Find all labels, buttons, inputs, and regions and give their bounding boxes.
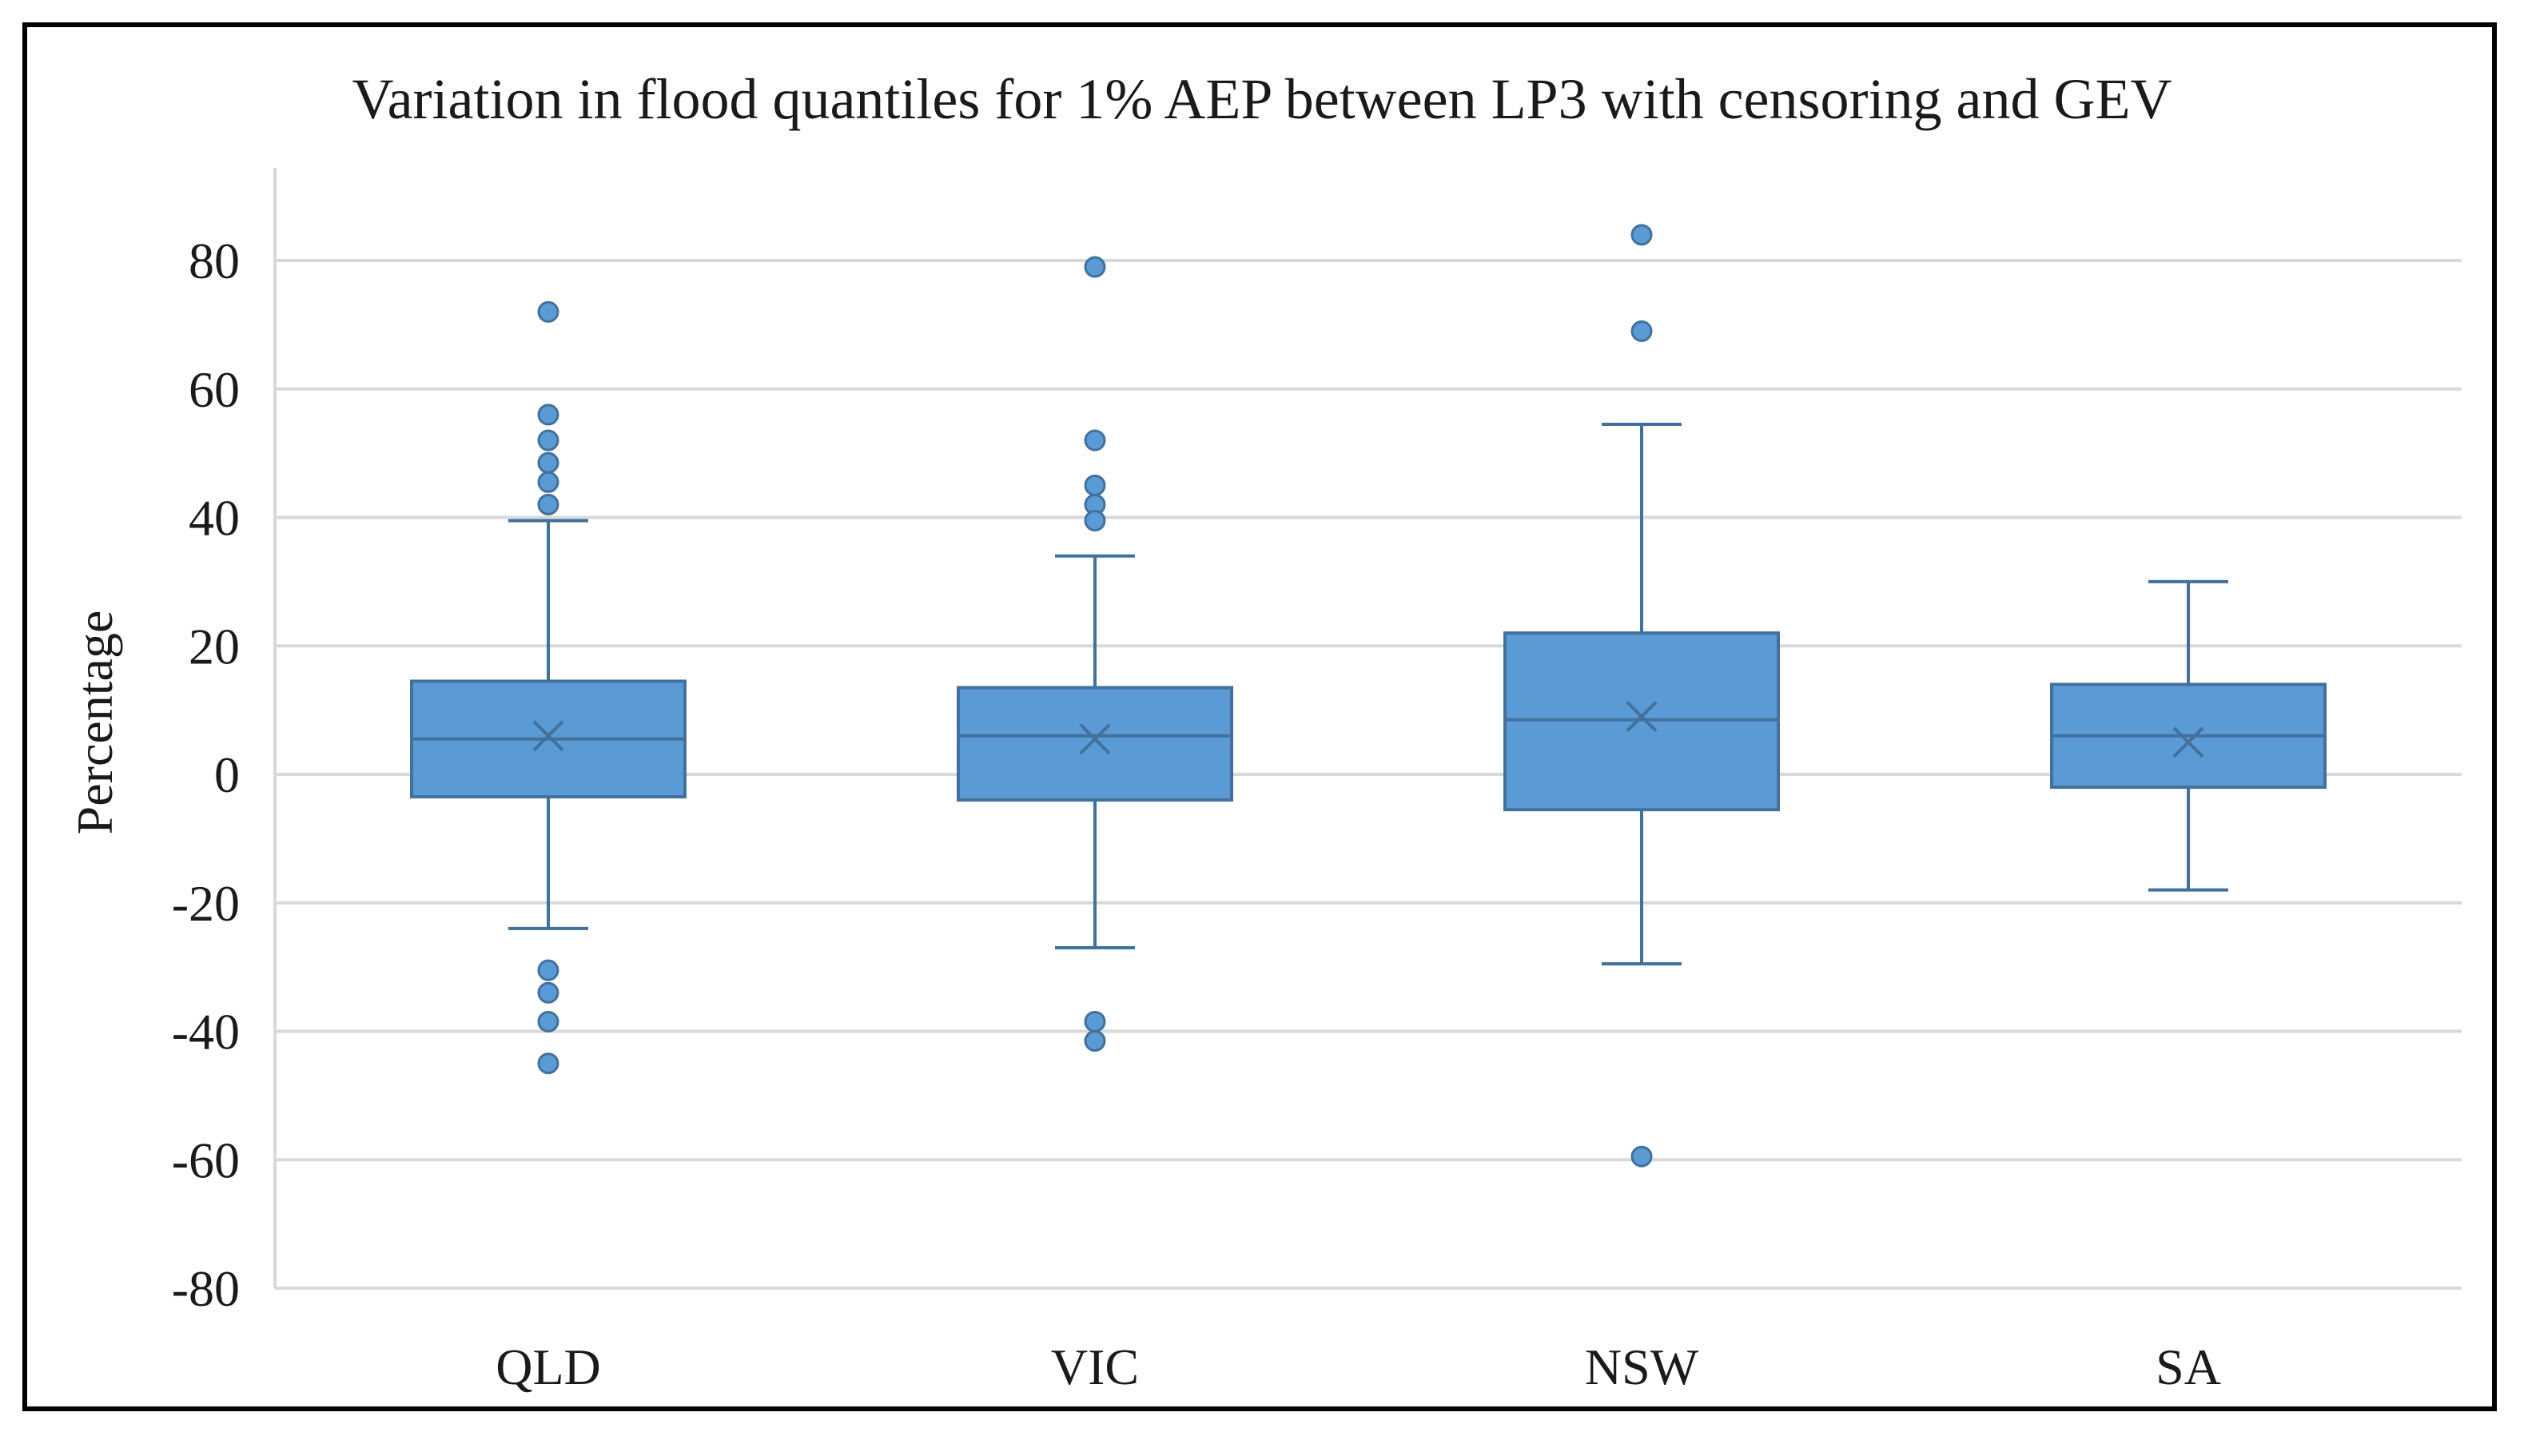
mean-marker	[1079, 723, 1111, 755]
outlier-point	[537, 404, 559, 426]
y-tick-label: 0	[214, 746, 240, 803]
outlier-point	[537, 981, 559, 1004]
y-tick-label: 20	[189, 618, 240, 674]
x-tick-label: NSW	[1585, 1339, 1699, 1395]
y-axis-label: Percentage	[66, 611, 123, 835]
box-nsw	[1503, 224, 1780, 1168]
box-sa	[2050, 579, 2327, 892]
outlier-point	[1630, 320, 1653, 342]
mean-marker	[1626, 701, 1658, 733]
outlier-point	[537, 493, 559, 515]
outlier-point	[1084, 429, 1106, 452]
outlier-point	[1084, 510, 1106, 532]
x-tick-label: VIC	[1051, 1339, 1139, 1395]
y-tick-label: 80	[189, 233, 240, 289]
interquartile-box	[957, 686, 1233, 802]
mean-marker	[532, 720, 564, 752]
x-tick-label: SA	[2156, 1339, 2221, 1395]
outlier-point	[1630, 1145, 1653, 1168]
outlier-point	[1084, 1030, 1106, 1052]
outlier-point	[537, 959, 559, 981]
mean-marker	[2172, 726, 2204, 758]
y-tick-label: -80	[172, 1260, 240, 1317]
y-tick-label: -40	[172, 1004, 240, 1060]
outlier-point	[1084, 1010, 1106, 1032]
y-tick-label: -60	[172, 1132, 240, 1188]
box-vic	[957, 256, 1233, 1052]
outlier-point	[537, 1010, 559, 1032]
x-tick-label: QLD	[496, 1339, 601, 1395]
outlier-point	[537, 471, 559, 493]
x-axis-ticks: QLD VIC NSW SA	[496, 1339, 2221, 1395]
outlier-point	[1084, 256, 1106, 278]
y-axis-ticks: 80 60 40 20 0 -20 -40 -60 -80	[172, 233, 240, 1317]
y-tick-label: 40	[189, 490, 240, 547]
outlier-point	[537, 452, 559, 474]
chart-title: Variation in flood quantiles for 1% AEP …	[352, 67, 2172, 131]
outlier-point	[537, 1052, 559, 1075]
y-tick-label: -20	[172, 875, 240, 932]
box-qld	[410, 300, 687, 1075]
outlier-point	[537, 429, 559, 452]
outlier-point	[1084, 474, 1106, 496]
interquartile-box	[1503, 631, 1780, 812]
outlier-point	[1630, 224, 1653, 246]
outlier-point	[537, 300, 559, 323]
box-series	[410, 224, 2327, 1168]
y-tick-label: 60	[189, 361, 240, 418]
